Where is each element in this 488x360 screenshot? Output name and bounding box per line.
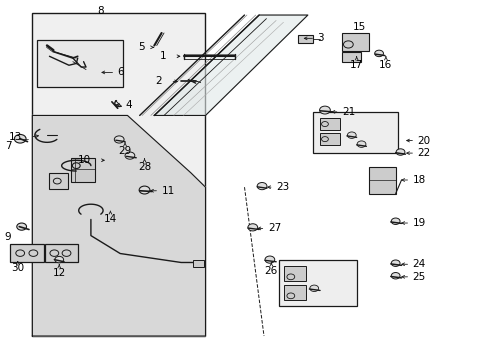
Text: 7: 7 xyxy=(5,141,11,151)
Text: 15: 15 xyxy=(352,22,365,32)
Text: 18: 18 xyxy=(412,175,425,185)
Circle shape xyxy=(356,141,365,147)
Text: 22: 22 xyxy=(417,148,430,158)
Circle shape xyxy=(264,256,274,263)
Circle shape xyxy=(319,106,330,114)
Bar xyxy=(49,173,68,189)
Circle shape xyxy=(114,136,124,143)
Circle shape xyxy=(55,256,63,263)
Text: 17: 17 xyxy=(349,60,363,70)
Text: 26: 26 xyxy=(264,266,277,276)
Text: 29: 29 xyxy=(118,146,131,156)
Bar xyxy=(10,244,43,262)
Polygon shape xyxy=(32,116,205,336)
Bar xyxy=(320,118,339,130)
Bar xyxy=(341,51,360,62)
Bar xyxy=(193,260,203,267)
Bar xyxy=(32,13,205,336)
Circle shape xyxy=(395,149,404,155)
Circle shape xyxy=(346,132,355,138)
Bar xyxy=(341,33,368,51)
Text: 19: 19 xyxy=(412,218,425,228)
Bar xyxy=(284,285,306,300)
Text: 13: 13 xyxy=(8,132,21,142)
Circle shape xyxy=(125,152,135,159)
Text: 10: 10 xyxy=(78,155,91,165)
Bar xyxy=(37,40,122,87)
Text: 24: 24 xyxy=(412,259,425,269)
Bar xyxy=(298,35,312,43)
Text: 9: 9 xyxy=(5,232,11,242)
Bar xyxy=(312,112,397,153)
Bar xyxy=(71,158,95,182)
Circle shape xyxy=(390,273,399,279)
Text: 5: 5 xyxy=(138,42,144,52)
Bar xyxy=(278,260,356,306)
Text: 14: 14 xyxy=(103,215,117,224)
Bar xyxy=(44,244,78,262)
Circle shape xyxy=(309,285,318,292)
Circle shape xyxy=(374,50,383,57)
Polygon shape xyxy=(154,15,307,116)
Text: 11: 11 xyxy=(161,186,175,196)
Text: 12: 12 xyxy=(53,268,66,278)
Circle shape xyxy=(247,224,257,231)
Circle shape xyxy=(390,260,399,266)
Bar xyxy=(320,134,339,145)
Circle shape xyxy=(17,223,26,230)
Text: 16: 16 xyxy=(379,60,392,70)
Text: 25: 25 xyxy=(412,272,425,282)
Text: 27: 27 xyxy=(267,224,281,233)
Text: 6: 6 xyxy=(118,67,124,77)
Bar xyxy=(284,266,306,281)
Text: 2: 2 xyxy=(155,76,161,86)
Text: 8: 8 xyxy=(97,6,104,16)
Text: 28: 28 xyxy=(138,162,151,172)
Bar xyxy=(368,167,395,194)
Circle shape xyxy=(139,186,150,194)
Circle shape xyxy=(257,183,266,190)
Text: 23: 23 xyxy=(276,182,289,192)
Circle shape xyxy=(390,218,399,225)
Text: 1: 1 xyxy=(160,51,166,61)
Text: 20: 20 xyxy=(417,136,430,145)
Circle shape xyxy=(14,134,26,143)
Text: 3: 3 xyxy=(317,33,324,43)
Text: 30: 30 xyxy=(11,263,24,273)
Text: 4: 4 xyxy=(125,100,131,110)
Text: 21: 21 xyxy=(341,107,355,117)
